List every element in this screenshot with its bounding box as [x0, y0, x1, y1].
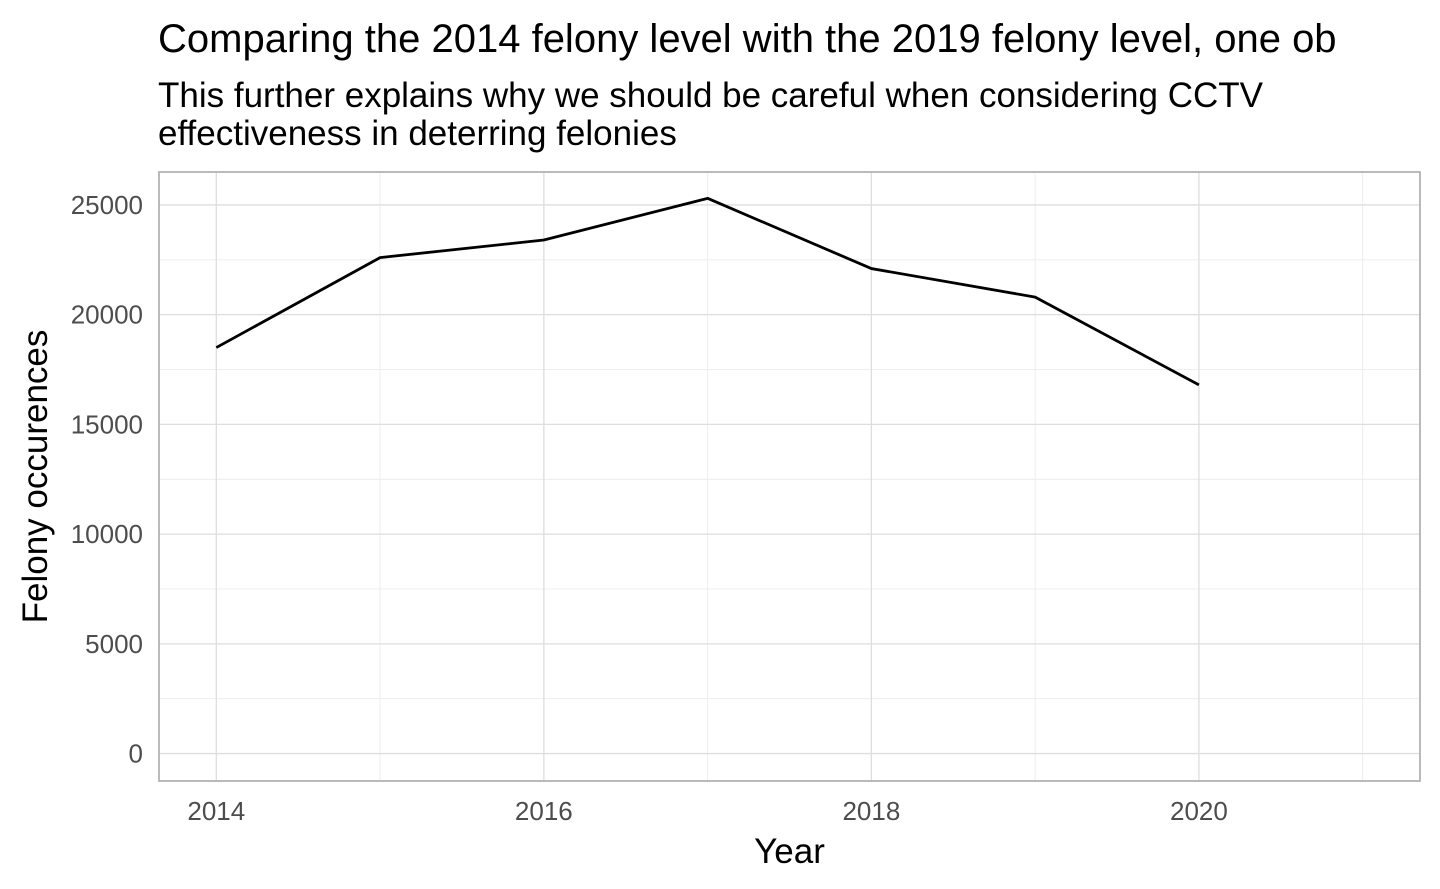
chart-subtitle-line-2: effectiveness in deterring felonies [158, 114, 677, 153]
minor-gridlines [159, 172, 1420, 781]
y-tick-label: 20000 [71, 300, 143, 330]
x-tick-label: 2016 [515, 796, 573, 826]
x-axis-title: Year [754, 832, 825, 871]
plot-panel-border [158, 171, 1421, 782]
x-axis-tick-labels: 2014 2016 2018 2020 [187, 796, 1227, 826]
chart-subtitle-line-1: This further explains why we should be c… [158, 76, 1264, 115]
y-tick-label: 15000 [71, 409, 143, 439]
y-tick-label: 5000 [85, 629, 143, 659]
y-axis-tick-labels: 0 5000 10000 15000 20000 25000 [71, 190, 143, 769]
y-tick-label: 0 [129, 739, 143, 769]
y-tick-label: 25000 [71, 190, 143, 220]
x-tick-label: 2020 [1170, 796, 1228, 826]
series-layer [215, 196, 1200, 387]
major-gridlines [159, 172, 1420, 781]
x-tick-label: 2018 [842, 796, 900, 826]
chart-title: Comparing the 2014 felony level with the… [158, 17, 1337, 61]
series-line [215, 196, 1200, 387]
x-tick-label: 2014 [187, 796, 245, 826]
y-axis-title: Felony occurences [16, 330, 55, 624]
y-tick-label: 10000 [71, 519, 143, 549]
